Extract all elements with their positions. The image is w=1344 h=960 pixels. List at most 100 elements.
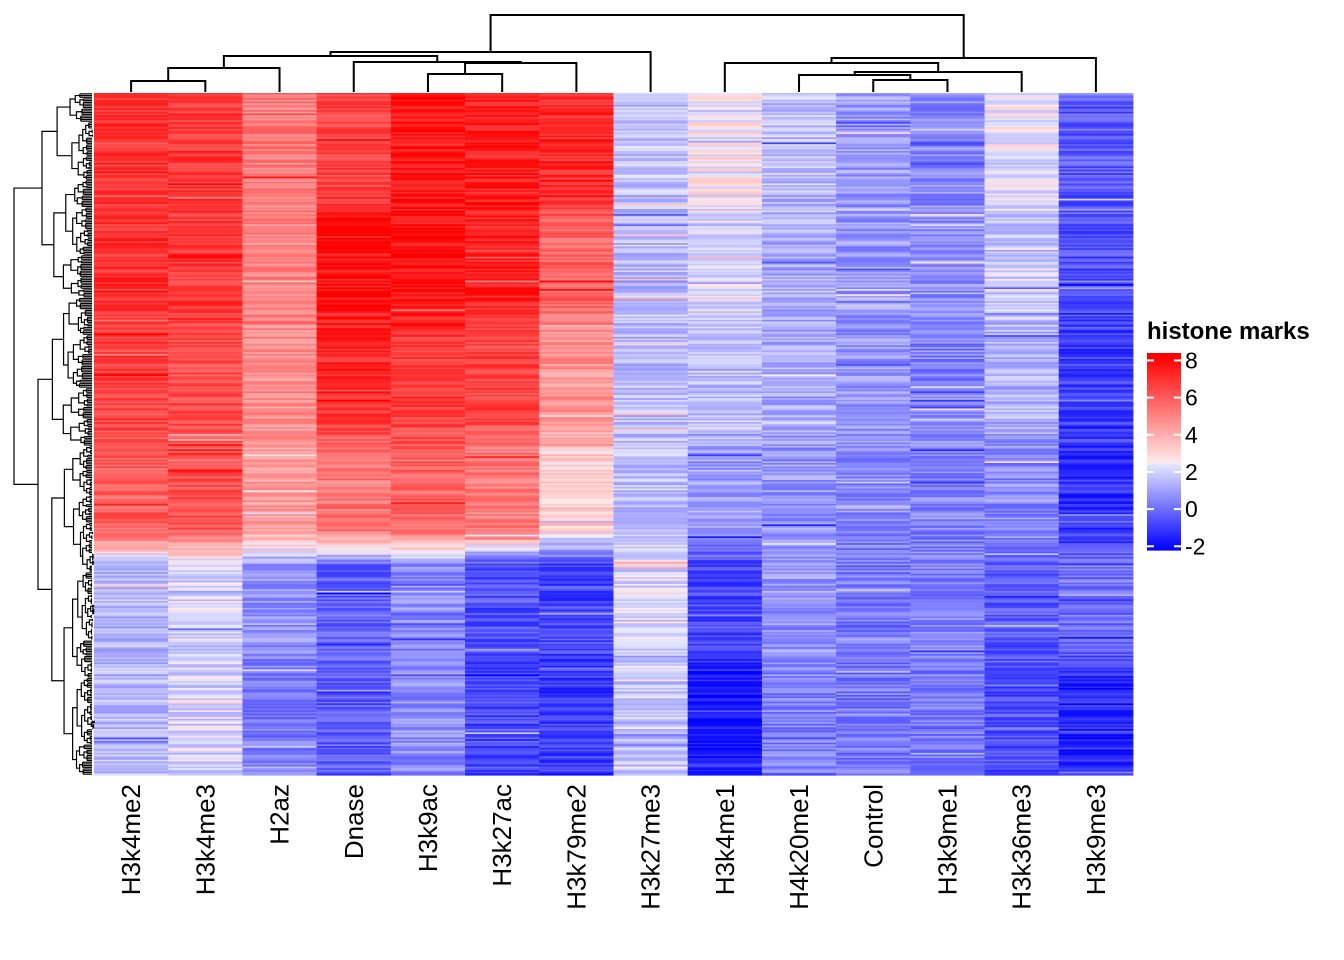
heatmap-cell — [836, 197, 911, 200]
heatmap-cell — [539, 168, 614, 171]
heatmap-cell — [910, 246, 985, 249]
heatmap-cell — [316, 648, 392, 652]
heatmap-cell — [836, 386, 911, 389]
heatmap-cell — [94, 556, 169, 560]
heatmap-cell — [613, 645, 689, 648]
heatmap-cell — [242, 573, 318, 577]
heatmap-cell — [687, 449, 763, 452]
heatmap-cell — [687, 447, 763, 450]
heatmap-cell — [316, 747, 392, 751]
heatmap-cell — [836, 374, 911, 377]
heatmap-cell — [94, 471, 169, 474]
heatmap-cell — [910, 723, 985, 727]
heatmap-cell — [390, 502, 466, 505]
heatmap-cell — [539, 195, 614, 198]
heatmap-cell — [539, 130, 614, 133]
heatmap-cell — [465, 457, 540, 461]
heatmap-cell — [316, 435, 392, 439]
heatmap-cell — [316, 345, 392, 348]
heatmap-cell — [613, 183, 689, 186]
heatmap-cell — [687, 756, 763, 759]
heatmap-column-H3k27me3 — [613, 93, 689, 776]
heatmap-cell — [984, 232, 1060, 236]
heatmap-cell — [168, 473, 243, 476]
heatmap-cell — [761, 481, 837, 485]
heatmap-cell — [465, 746, 540, 749]
heatmap-cell — [613, 722, 689, 725]
heatmap-cell — [613, 188, 689, 191]
heatmap-cell — [242, 106, 318, 109]
heatmap-cell — [613, 720, 689, 723]
heatmap-cell — [242, 691, 318, 694]
heatmap-cell — [465, 382, 540, 386]
heatmap-cell — [836, 275, 911, 278]
heatmap-cell — [465, 480, 540, 483]
heatmap-cell — [242, 399, 318, 403]
heatmap-cell — [242, 157, 318, 161]
heatmap-cell — [687, 159, 763, 162]
heatmap-cell — [910, 543, 985, 546]
heatmap-cell — [539, 560, 614, 563]
heatmap-cell — [242, 749, 318, 752]
heatmap-cell — [390, 191, 466, 195]
heatmap-cell — [242, 636, 318, 640]
heatmap-cell — [94, 503, 169, 507]
heatmap-cell — [94, 185, 169, 188]
heatmap-cell — [242, 277, 318, 280]
heatmap-cell — [242, 140, 318, 144]
heatmap-cell — [316, 539, 392, 543]
heatmap-cell — [984, 398, 1060, 401]
heatmap-cell — [687, 268, 763, 271]
heatmap-cell — [836, 120, 911, 123]
heatmap-cell — [613, 773, 689, 776]
heatmap-cell — [687, 94, 763, 98]
heatmap-cell — [242, 215, 318, 219]
heatmap-cell — [687, 316, 763, 319]
heatmap-cell — [168, 691, 243, 694]
heatmap-cell — [613, 497, 689, 500]
heatmap-cell — [316, 606, 392, 609]
heatmap-cell — [465, 500, 540, 503]
heatmap-cell — [910, 582, 985, 585]
heatmap-cell — [539, 398, 614, 401]
heatmap-cell — [316, 394, 392, 398]
heatmap-cell — [94, 307, 169, 311]
heatmap-cell — [94, 357, 169, 360]
heatmap-cell — [242, 659, 318, 662]
heatmap-cell — [613, 485, 689, 488]
heatmap-cell — [168, 558, 243, 561]
heatmap-cell — [613, 488, 689, 491]
heatmap-cell — [984, 283, 1060, 287]
heatmap-cell — [910, 640, 985, 643]
heatmap-cell — [761, 696, 837, 699]
heatmap-cell — [316, 341, 392, 345]
heatmap-cell — [539, 418, 614, 421]
heatmap-cell — [316, 203, 392, 207]
heatmap-cell — [242, 717, 318, 720]
heatmap-cell — [465, 582, 540, 585]
heatmap-cell — [761, 314, 837, 317]
heatmap-cell — [836, 561, 911, 565]
heatmap-cell — [836, 254, 911, 258]
heatmap-cell — [168, 210, 243, 213]
heatmap-cell — [390, 106, 466, 109]
heatmap-cell — [465, 285, 540, 288]
heatmap-cell — [761, 268, 837, 271]
heatmap-cell — [687, 739, 763, 742]
heatmap-cell — [242, 208, 318, 212]
heatmap-cell — [316, 669, 392, 672]
heatmap-cell — [687, 662, 763, 665]
heatmap-cell — [761, 193, 837, 196]
heatmap-cell — [910, 301, 985, 304]
heatmap-cell — [613, 628, 689, 631]
heatmap-cell — [761, 420, 837, 423]
heatmap-cell — [687, 282, 763, 285]
heatmap-cell — [687, 260, 763, 263]
heatmap-cell — [761, 739, 837, 742]
heatmap-cell — [94, 101, 169, 104]
heatmap-cell — [687, 335, 763, 338]
heatmap-cell — [613, 757, 689, 761]
heatmap-cell — [836, 703, 911, 706]
heatmap-cell — [390, 297, 466, 300]
heatmap-cell — [242, 474, 318, 478]
